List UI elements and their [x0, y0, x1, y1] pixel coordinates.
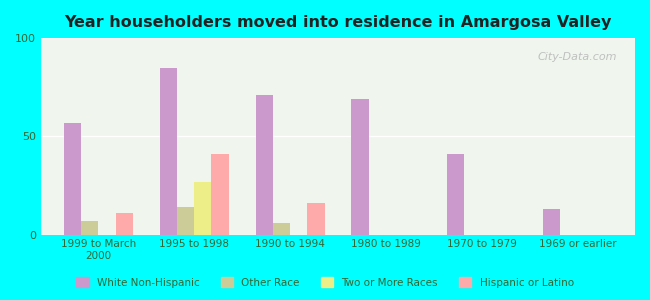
Bar: [211, 154, 229, 235]
Bar: [64, 123, 81, 235]
Bar: [307, 203, 324, 235]
Bar: [194, 182, 211, 235]
Text: City-Data.com: City-Data.com: [538, 52, 618, 62]
Bar: [255, 95, 273, 235]
Legend: White Non-Hispanic, Other Race, Two or More Races, Hispanic or Latino: White Non-Hispanic, Other Race, Two or M…: [72, 273, 578, 292]
Bar: [273, 223, 290, 235]
Bar: [352, 99, 369, 235]
Bar: [447, 154, 464, 235]
Bar: [81, 221, 98, 235]
Bar: [543, 209, 560, 235]
Bar: [177, 207, 194, 235]
Bar: [160, 68, 177, 235]
Title: Year householders moved into residence in Amargosa Valley: Year householders moved into residence i…: [64, 15, 612, 30]
Bar: [116, 213, 133, 235]
